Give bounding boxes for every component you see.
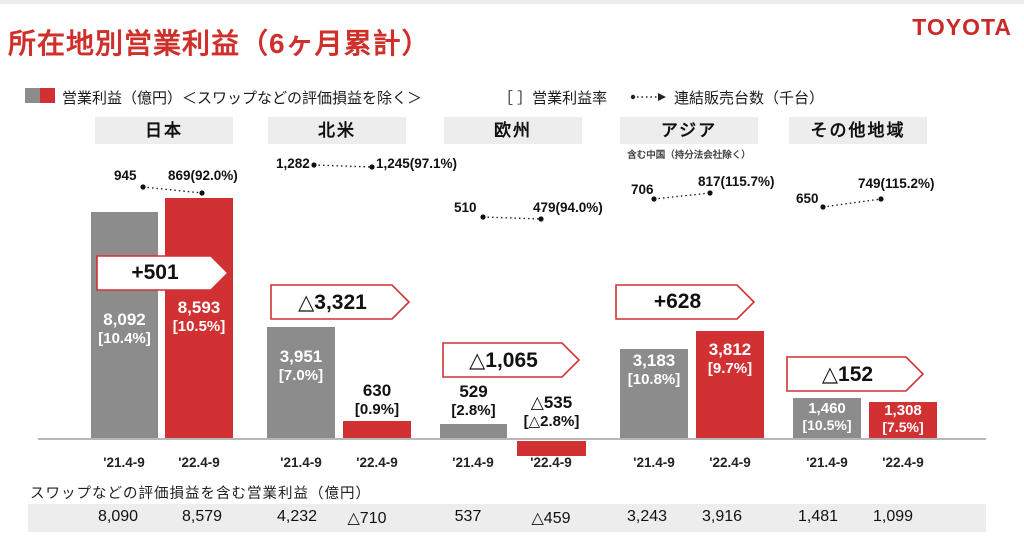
toyota-logo: TOYOTA: [912, 14, 1012, 40]
footer-val-japan-prev: 8,090: [97, 508, 139, 525]
dotted-arrow-icon: [630, 93, 666, 101]
region-header-europe: 欧州: [444, 117, 582, 144]
value-europe-prev: 529 [2.8%]: [451, 382, 496, 419]
footer-val-europe-curr: △459: [531, 510, 571, 527]
bar-asia-prev: [620, 349, 688, 439]
xlabel-japan-curr: '22.4-9: [178, 455, 220, 470]
footer-band: [28, 504, 986, 532]
value-other-curr: 1,308 [7.5%]: [882, 402, 924, 435]
xlabel-asia-curr: '22.4-9: [709, 455, 751, 470]
page-title: 所在地別営業利益（6ヶ月累計）: [8, 28, 431, 59]
bar-north-america-curr: [343, 421, 411, 439]
legend: 営業利益（億円）＜スワップなどの評価損益を除く＞ ［ ］営業利益率 連結販売台数…: [0, 86, 1024, 107]
bar-other-curr: [869, 402, 937, 439]
footer-val-other-curr: 1,099: [872, 508, 914, 525]
bar-asia-curr: [696, 331, 764, 439]
xlabel-japan-prev: '21.4-9: [103, 455, 145, 470]
region-header-other: その他地域: [789, 117, 927, 144]
sales-prev-europe: 510: [454, 200, 477, 215]
x-axis-baseline: [38, 438, 986, 440]
footer-val-asia-curr: 3,916: [701, 508, 743, 525]
value-japan-prev: 8,092 [10.4%]: [98, 310, 151, 347]
change-callout-japan: +501: [96, 255, 230, 291]
footer-val-other-prev: 1,481: [797, 508, 839, 525]
value-europe-curr: △535 [△2.8%]: [523, 393, 580, 430]
footer-val-north-america-prev: 4,232: [276, 508, 318, 525]
footer-val-north-america-curr: △710: [347, 510, 387, 527]
change-callout-north-america: △3,321: [270, 284, 411, 320]
value-north-america-curr: 630 [0.9%]: [354, 381, 400, 418]
legend-line-label: 連結販売台数（千台）: [674, 90, 825, 107]
xlabel-other-curr: '22.4-9: [882, 455, 924, 470]
legend-bars-label: 営業利益（億円）＜スワップなどの評価損益を除く＞: [62, 90, 423, 107]
legend-curr-swatch: [40, 88, 55, 103]
sales-curr-japan: 869(92.0%): [168, 168, 238, 183]
bar-other-prev: [793, 398, 861, 439]
value-japan-curr: 8,593 [10.5%]: [172, 298, 226, 335]
sales-prev-north-america: 1,282: [276, 156, 310, 171]
bar-japan-curr: [165, 198, 233, 439]
change-callout-other: △152: [786, 356, 925, 392]
bar-north-america-prev: [267, 327, 335, 439]
asia-note: 含む中国（持分法会社除く）: [627, 150, 751, 161]
legend-prev-swatch: [25, 88, 40, 103]
footer-val-europe-prev: 537: [454, 508, 482, 525]
region-header-north-america: 北米: [268, 117, 406, 144]
region-header-japan: 日本: [95, 117, 233, 144]
xlabel-europe-prev: '21.4-9: [452, 455, 494, 470]
sales-curr-asia: 817(115.7%): [698, 174, 775, 189]
sales-prev-asia: 706: [631, 182, 654, 197]
sales-prev-japan: 945: [114, 168, 137, 183]
xlabel-asia-prev: '21.4-9: [633, 455, 675, 470]
value-asia-prev: 3,183 [10.8%]: [627, 351, 681, 388]
top-border: [0, 0, 1024, 4]
bar-japan-prev: [91, 212, 158, 439]
sales-curr-north-america: 1,245(97.1%): [376, 156, 458, 171]
bar-europe-curr-negative: [517, 441, 586, 456]
sales-curr-other: 749(115.2%): [858, 176, 935, 191]
value-north-america-prev: 3,951 [7.0%]: [278, 347, 324, 384]
sales-curr-europe: 479(94.0%): [533, 200, 603, 215]
footer-val-japan-curr: 8,579: [181, 508, 223, 525]
legend-margin-label: ［ ］営業利益率: [498, 90, 608, 107]
footer-label: スワップなどの評価損益を含む営業利益（億円）: [30, 486, 371, 502]
xlabel-north-america-prev: '21.4-9: [280, 455, 322, 470]
sales-prev-other: 650: [796, 191, 819, 206]
xlabel-north-america-curr: '22.4-9: [356, 455, 398, 470]
footer-val-asia-prev: 3,243: [626, 508, 668, 525]
xlabel-europe-curr: '22.4-9: [530, 455, 572, 470]
value-other-prev: 1,460 [10.5%]: [802, 400, 852, 433]
xlabel-other-prev: '21.4-9: [806, 455, 848, 470]
bar-europe-prev: [440, 424, 507, 439]
change-callout-europe: △1,065: [442, 342, 581, 378]
value-asia-curr: 3,812 [9.7%]: [707, 340, 753, 377]
change-callout-asia: +628: [615, 284, 756, 320]
region-header-asia: アジア: [620, 117, 758, 144]
